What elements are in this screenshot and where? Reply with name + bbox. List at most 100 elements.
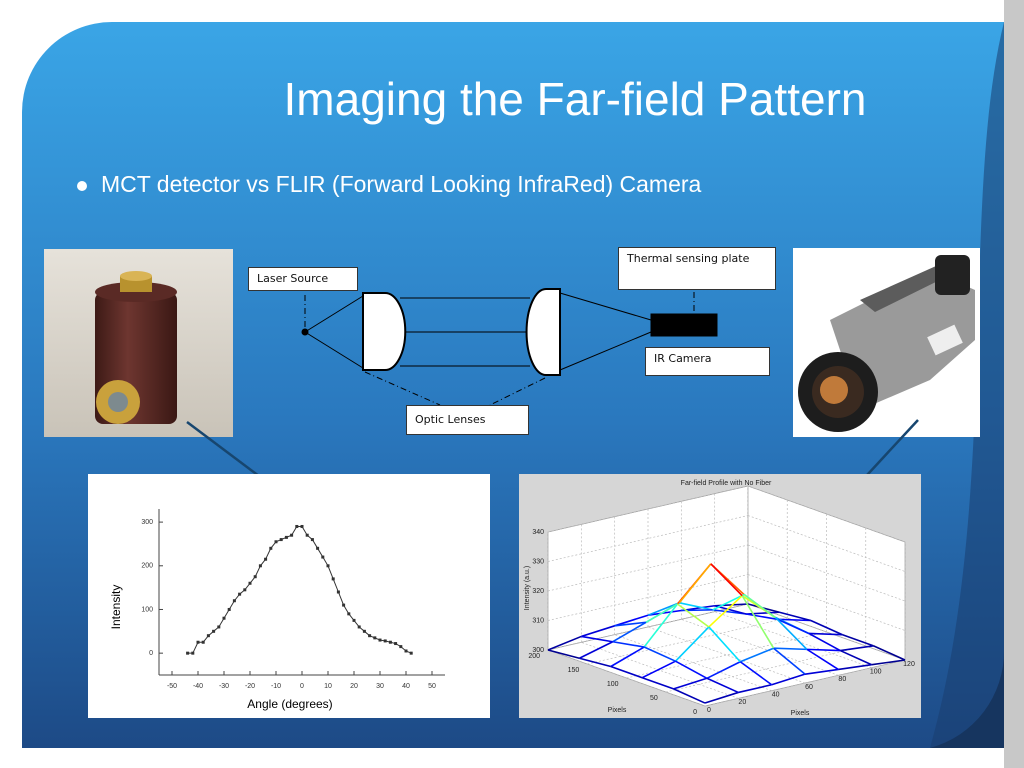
diagram-label: Laser Source [248,267,358,291]
data-point [404,649,408,653]
bullet-dot [77,181,87,191]
surface-edge [710,563,743,597]
data-point [394,642,398,646]
diagram-label: Thermal sensing plate [618,247,776,290]
y-tick-label: 100 [141,606,153,613]
data-point [201,640,205,644]
x-tick-label: 40 [402,683,410,690]
x-tick-label: 20 [738,699,746,706]
data-point [243,588,247,592]
surface-edge [673,677,708,690]
data-point [191,651,195,655]
x-axis-label: Pixels [791,710,810,717]
surface-edge [810,619,843,636]
z-tick-label: 330 [532,558,544,565]
data-point [336,590,340,594]
y-tick-label: 200 [141,563,153,570]
surface-edge [579,641,614,659]
data-point [253,575,257,579]
data-point [321,555,325,559]
data-point [232,599,236,603]
surface-edge [808,632,841,652]
surface-edge [673,688,706,704]
diagram-label: Optic Lenses [406,405,529,435]
y-tick-label: 300 [141,519,153,526]
data-point [186,651,190,655]
y-tick-label: 100 [607,681,619,688]
data-point [284,535,288,539]
surface-edge [674,626,710,662]
x-tick-label: 100 [870,669,882,676]
x-tick-label: -20 [245,683,255,690]
x-tick-label: 60 [805,684,813,691]
surface-edge [641,660,676,679]
data-point [378,638,382,642]
data-point [300,524,304,528]
bullet-text: MCT detector vs FLIR (Forward Looking In… [101,171,702,197]
y-axis-label: Intensity [109,585,123,630]
x-tick-label: 120 [903,661,915,668]
surface-edge [547,635,582,651]
surface-edge [641,676,674,690]
surface-edge [610,665,643,679]
slide-title: Imaging the Far-field Pattern [284,73,867,125]
surface-edge [774,616,808,650]
surface-edge [739,647,774,663]
data-point [352,618,356,622]
surface-edge [645,603,678,623]
z-tick-label: 300 [532,647,544,654]
surface-edge [746,611,780,615]
y-axis-label: Pixels [608,707,627,714]
data-point [279,538,283,542]
data-point [310,538,314,542]
data-point [368,634,372,638]
data-point [295,524,299,528]
surface-edge [547,649,580,660]
data-point [269,546,273,550]
surface-edge [838,663,872,671]
surface-edge [704,691,739,704]
x-tick-label: 20 [350,683,358,690]
chart-title: Far-field Profile with No Fiber [681,480,772,487]
surface-edge [804,668,839,675]
data-point [388,640,392,644]
slide-corner [930,650,1005,748]
data-point [238,592,242,596]
surface-edge [806,648,841,652]
data-point [227,607,231,611]
data-point [331,577,335,581]
surface-edge [581,625,615,638]
diagram-label: IR Camera [645,347,770,376]
camera-photo [793,248,980,437]
surface-edge [610,646,645,668]
optics-diagram [301,288,718,406]
x-tick-label: 40 [772,692,780,699]
surface-edge [840,645,874,652]
x-tick-label: 0 [707,707,711,714]
detector-photo [44,249,233,437]
surface-edge [612,640,645,648]
data-point [264,557,268,561]
slide-decoration [930,22,1004,748]
surface-edge [771,673,806,686]
edge-strip [1004,0,1024,768]
data-point [342,603,346,607]
data-point [399,645,403,649]
surface-edge [777,618,810,635]
surface-edge [777,618,811,622]
x-tick-label: -10 [271,683,281,690]
z-tick-label: 340 [532,529,544,536]
surface-edge [739,661,773,686]
surface-edge [614,621,647,627]
x-tick-label: 30 [376,683,384,690]
x-tick-label: 0 [300,683,304,690]
surface-edge [808,632,843,636]
data-point [206,634,210,638]
chart-panel [88,474,490,718]
y-tick-label: 200 [528,653,540,660]
x-tick-label: 10 [324,683,332,690]
data-point [274,540,278,544]
x-axis-label: Angle (degrees) [247,697,332,711]
surface-edge [614,614,649,627]
